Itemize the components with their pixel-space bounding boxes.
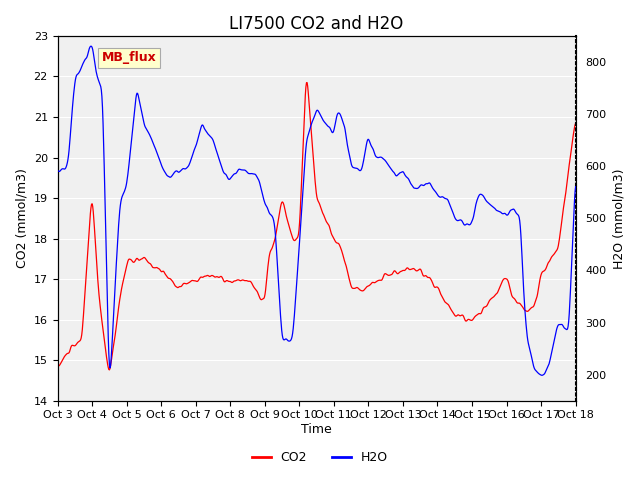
Legend: CO2, H2O: CO2, H2O [247, 446, 393, 469]
Y-axis label: H2O (mmol/m3): H2O (mmol/m3) [612, 168, 625, 269]
Y-axis label: CO2 (mmol/m3): CO2 (mmol/m3) [15, 168, 28, 268]
X-axis label: Time: Time [301, 423, 332, 436]
Title: LI7500 CO2 and H2O: LI7500 CO2 and H2O [229, 15, 404, 33]
Text: MB_flux: MB_flux [102, 51, 156, 64]
